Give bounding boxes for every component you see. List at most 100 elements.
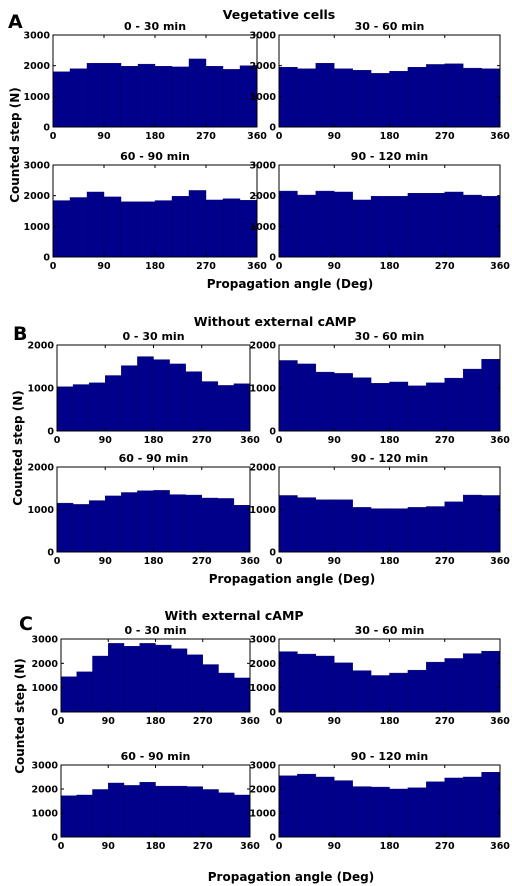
x-tick-label: 90 bbox=[328, 716, 342, 727]
histogram-bar bbox=[315, 655, 335, 713]
histogram-bar bbox=[370, 383, 390, 432]
x-tick-label: 0 bbox=[54, 556, 61, 567]
x-tick-label: 270 bbox=[435, 131, 455, 142]
x-tick-label: 180 bbox=[380, 716, 400, 727]
x-tick-label: 180 bbox=[145, 261, 165, 272]
histogram-bar bbox=[137, 201, 156, 258]
histogram-bar bbox=[370, 786, 390, 838]
histogram-bar bbox=[60, 676, 77, 713]
histogram-bar bbox=[169, 363, 186, 432]
histogram-bar bbox=[155, 785, 172, 838]
histogram-bar bbox=[186, 786, 203, 838]
x-tick-label: 360 bbox=[490, 841, 510, 852]
histogram-bar bbox=[92, 789, 109, 838]
histogram-bar bbox=[334, 373, 353, 432]
y-tick-label: 0 bbox=[269, 548, 276, 559]
y-tick-label: 3000 bbox=[32, 761, 59, 772]
histogram-bar bbox=[86, 191, 105, 258]
y-tick-label: 2000 bbox=[250, 659, 277, 670]
y-tick-label: 2000 bbox=[250, 463, 277, 474]
x-tick-label: 0 bbox=[58, 716, 65, 727]
x-tick-label: 0 bbox=[276, 435, 283, 446]
histogram-bar bbox=[234, 794, 251, 838]
histogram-bar bbox=[202, 664, 219, 713]
histogram-bar bbox=[72, 384, 90, 432]
histogram-bar bbox=[334, 662, 353, 713]
y-tick-label: 2000 bbox=[250, 785, 277, 796]
x-tick-label: 180 bbox=[144, 556, 164, 567]
y-tick-label: 1000 bbox=[250, 505, 277, 516]
y-tick-label: 2000 bbox=[32, 659, 59, 670]
histogram-bar bbox=[218, 792, 235, 838]
subplot-title: 0 - 30 min bbox=[122, 330, 184, 343]
histogram-bar bbox=[171, 648, 188, 713]
histogram-bar bbox=[171, 66, 190, 128]
histogram-bar bbox=[121, 492, 138, 553]
x-tick-label: 180 bbox=[380, 841, 400, 852]
histogram-bar bbox=[334, 780, 353, 838]
histogram-bar bbox=[352, 507, 372, 553]
y-tick-label: 2000 bbox=[250, 191, 277, 202]
histogram-bar bbox=[278, 360, 298, 432]
histogram-bar bbox=[352, 377, 372, 432]
y-tick-label: 0 bbox=[47, 427, 54, 438]
histogram-bar bbox=[185, 371, 202, 432]
histogram-5: 0 - 30 min 0 90 180 270 360 0 1000 2000 bbox=[28, 330, 261, 446]
y-tick-label: 0 bbox=[47, 548, 54, 559]
x-tick-label: 90 bbox=[102, 716, 116, 727]
histogram-bar bbox=[389, 508, 409, 553]
panel-title-c: With external cAMP bbox=[164, 608, 303, 623]
histogram-bar bbox=[389, 672, 409, 713]
y-tick-label: 1000 bbox=[24, 222, 51, 233]
histogram-bar bbox=[88, 382, 106, 432]
histogram-bar bbox=[278, 775, 298, 838]
histogram-bar bbox=[217, 498, 235, 553]
histogram-bar bbox=[297, 363, 317, 432]
subplot-title: 60 - 90 min bbox=[121, 750, 191, 763]
x-tick-label: 90 bbox=[328, 435, 342, 446]
x-tick-label: 270 bbox=[435, 841, 455, 852]
panel-letter-b: B bbox=[13, 323, 27, 345]
y-tick-label: 1000 bbox=[28, 505, 55, 516]
histogram-bar bbox=[222, 198, 241, 258]
x-tick-label: 180 bbox=[144, 435, 164, 446]
x-tick-label: 90 bbox=[328, 841, 342, 852]
histogram-10: 30 - 60 min 0 90 180 270 360 0 1000 2000 3000 bbox=[250, 624, 511, 727]
subplot-title: 30 - 60 min bbox=[355, 20, 425, 33]
histogram-bar bbox=[278, 66, 298, 128]
y-tick-label: 2000 bbox=[24, 191, 51, 202]
subplot-title: 0 - 30 min bbox=[124, 624, 186, 637]
histogram-bar bbox=[315, 776, 335, 838]
histogram-bar bbox=[297, 497, 317, 553]
x-tick-label: 360 bbox=[240, 716, 260, 727]
histogram-bar bbox=[334, 499, 353, 553]
histogram-bar bbox=[52, 71, 71, 128]
y-axis-label-c: Counted step (N) bbox=[13, 658, 27, 774]
histogram-bar bbox=[389, 70, 409, 128]
x-tick-label: 180 bbox=[146, 716, 166, 727]
x-tick-label: 360 bbox=[490, 556, 510, 567]
histogram-bar bbox=[76, 794, 93, 838]
subplot-title: 60 - 90 min bbox=[120, 150, 190, 163]
histogram-bar bbox=[218, 672, 235, 713]
histogram-bar bbox=[234, 677, 251, 713]
histogram-bar bbox=[154, 66, 173, 128]
x-tick-label: 360 bbox=[490, 131, 510, 142]
x-tick-label: 360 bbox=[490, 261, 510, 272]
histogram-bar bbox=[462, 194, 482, 258]
histogram-bar bbox=[88, 500, 106, 553]
x-tick-label: 0 bbox=[276, 716, 283, 727]
y-tick-label: 1000 bbox=[250, 809, 277, 820]
histogram-bar bbox=[123, 646, 140, 713]
histogram-bar bbox=[297, 68, 317, 128]
histogram-3: 60 - 90 min 0 90 180 270 360 0 1000 2000 3000 bbox=[24, 150, 268, 272]
x-tick-label: 0 bbox=[50, 131, 57, 142]
histogram-bar bbox=[188, 190, 207, 258]
histogram-bar bbox=[444, 377, 464, 432]
histogram-bar bbox=[407, 385, 427, 432]
y-tick-label: 2000 bbox=[32, 785, 59, 796]
x-tick-label: 270 bbox=[192, 435, 212, 446]
